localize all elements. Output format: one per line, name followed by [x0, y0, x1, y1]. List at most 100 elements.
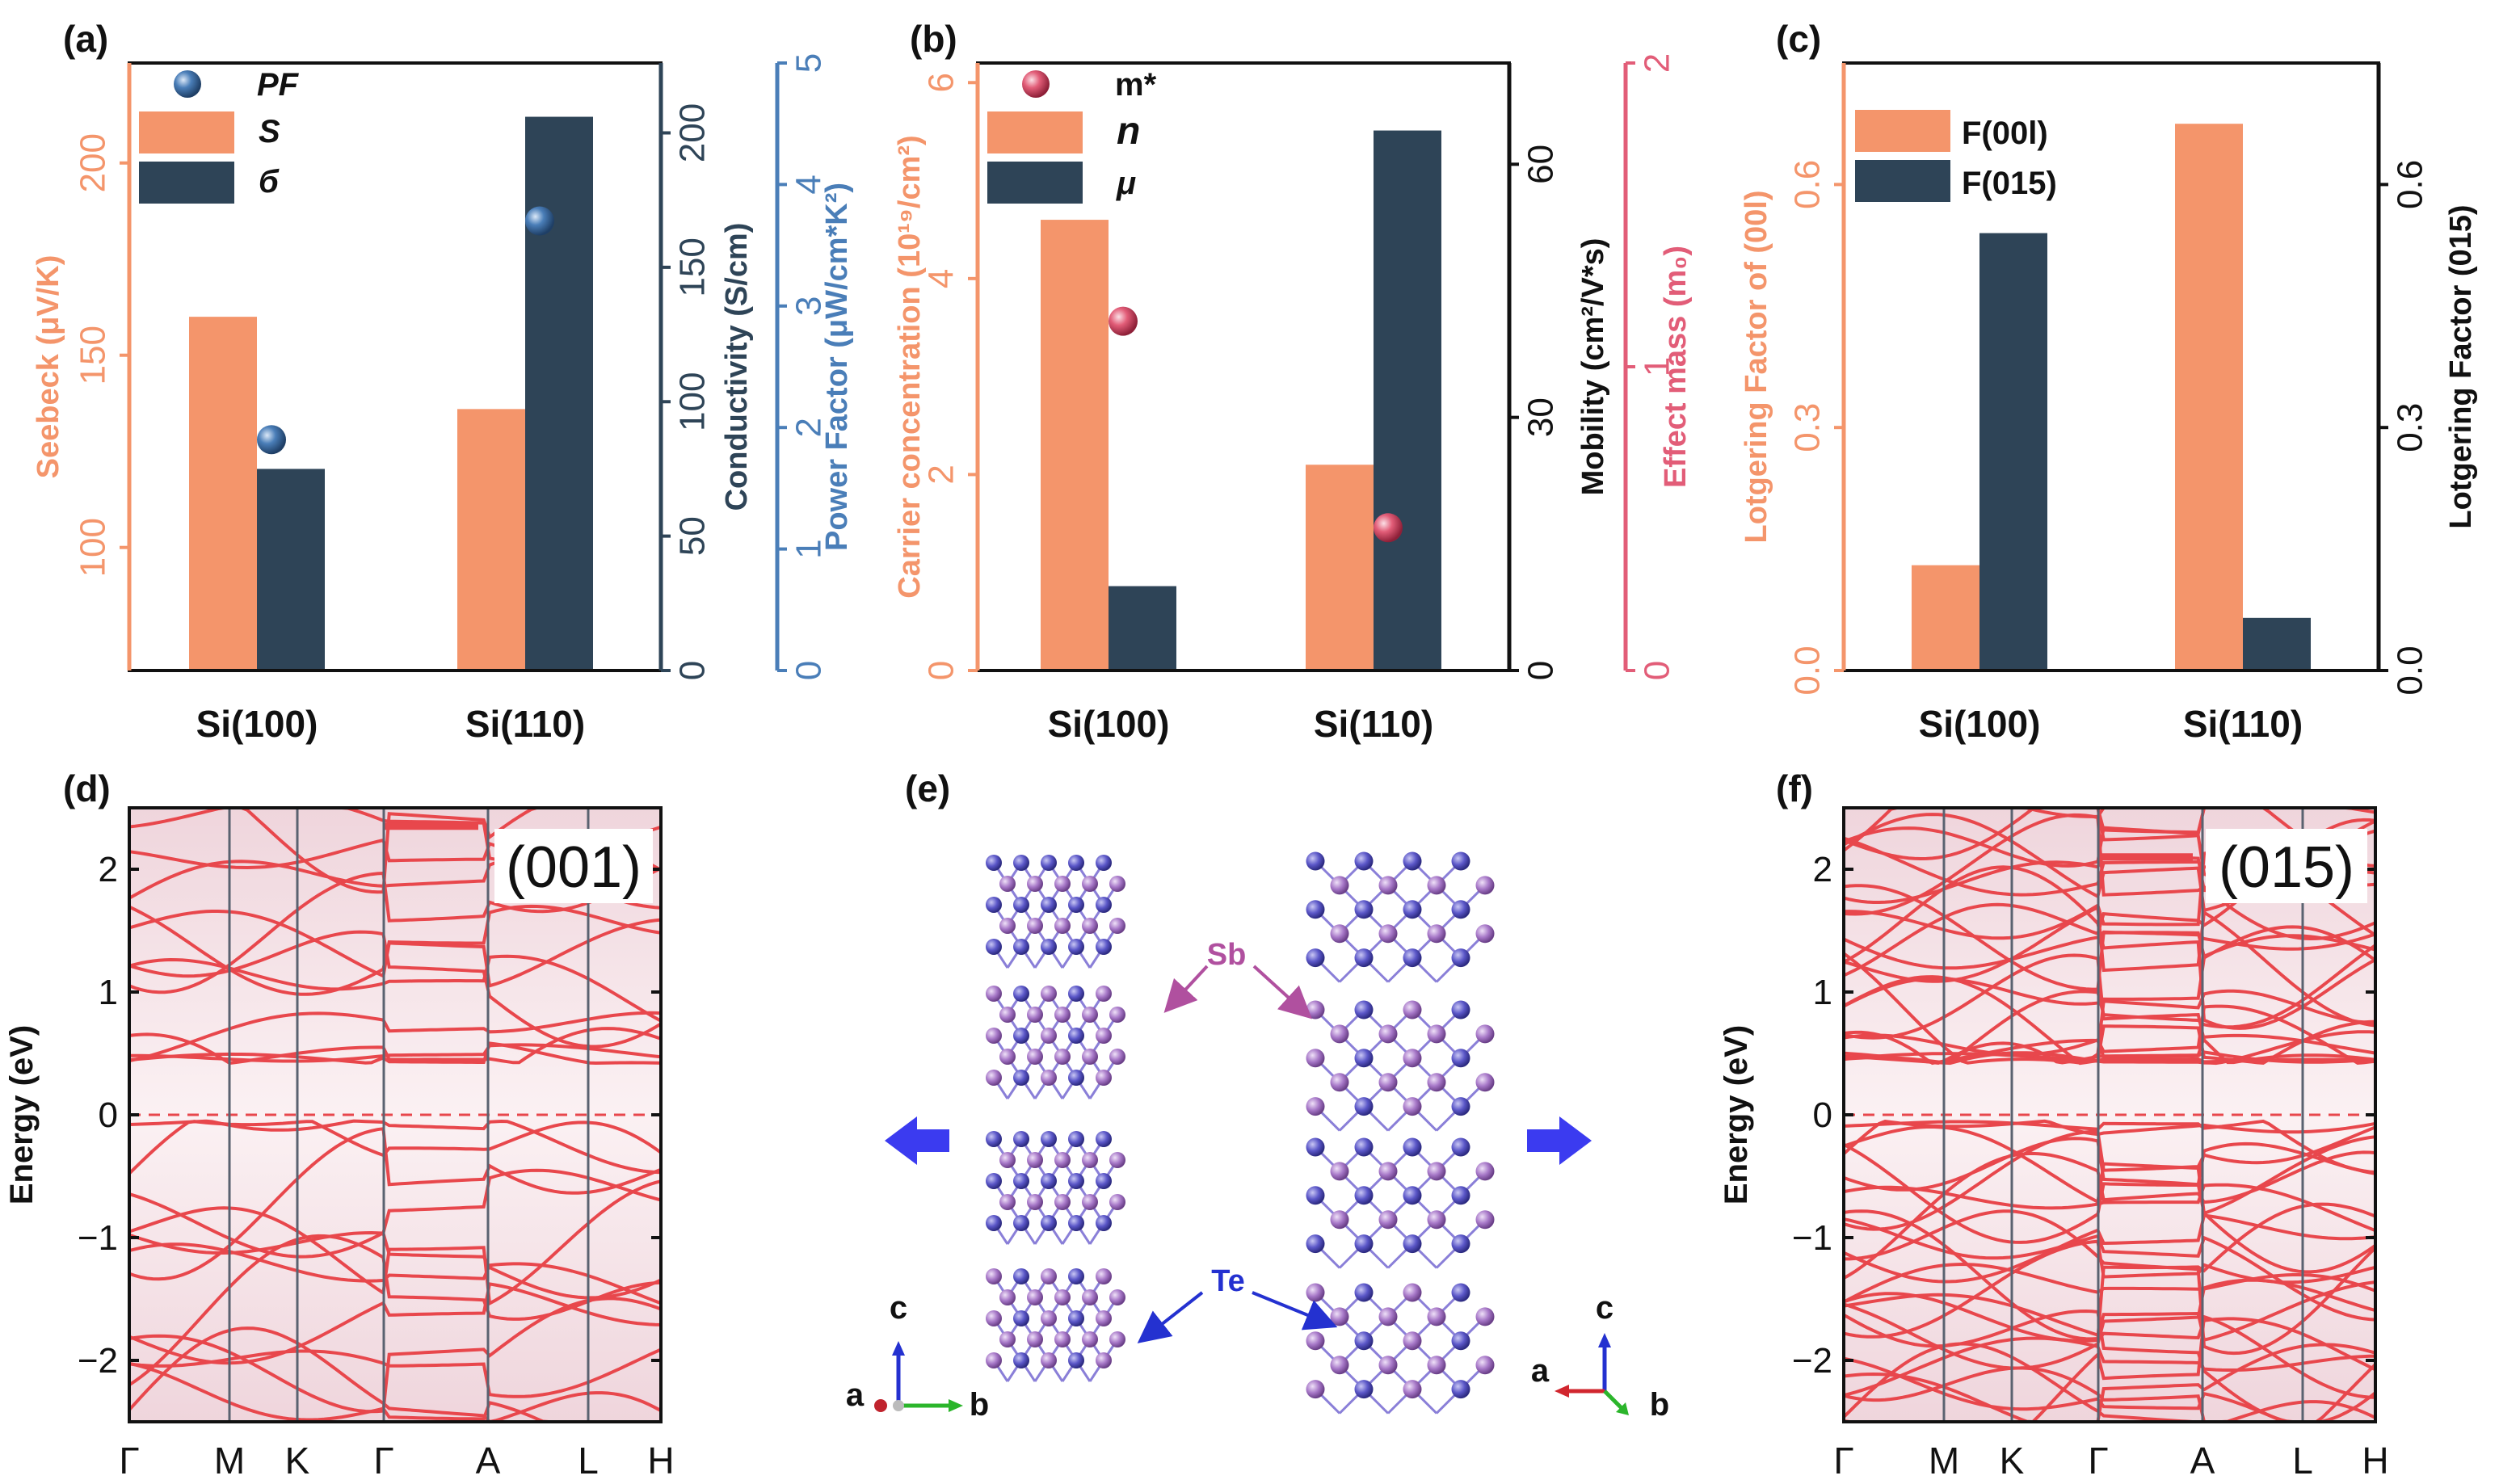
panel-e: (e) Sb Te c a b	[846, 767, 1669, 1423]
e-left-te-atom	[986, 1131, 1002, 1147]
e-left-te-atom	[1013, 1028, 1029, 1044]
panel-a-cat-2: Si(110)	[465, 703, 585, 745]
e-right-sb-atom	[1330, 924, 1349, 944]
band-f-37	[1843, 930, 2376, 970]
panel-f-ticks: Γ M K Γ A L H −2 −1 0 1 2	[1792, 850, 2389, 1482]
e-left-sb-atom	[1054, 1331, 1071, 1347]
panel-a-right2-title: Power Factor (μW/cm*K²)	[820, 183, 854, 551]
band-d-10	[128, 1126, 662, 1281]
kpoint-label-d-3: Γ	[373, 1440, 393, 1482]
band-f-18	[1843, 1137, 2377, 1274]
panel-d-title: (001)	[506, 835, 642, 900]
e-left-te-atom	[1096, 1173, 1112, 1189]
panel-b-bars	[1041, 130, 1441, 671]
e-left-te-atom	[986, 897, 1002, 913]
tick-label-c-right1-0.0: 0.0	[2391, 645, 2430, 695]
tick-label-a-left-200: 200	[74, 133, 113, 192]
panel-c-cat-2: Si(110)	[2183, 703, 2303, 745]
e-right-te-atom	[1354, 1186, 1374, 1205]
band-f-3	[1843, 1343, 2376, 1423]
e-left-sb-atom	[999, 1007, 1016, 1023]
ytick-label-f-1: 1	[1813, 973, 1832, 1012]
e-left-sb-atom	[999, 876, 1016, 892]
e-right-te-atom	[1451, 1234, 1470, 1254]
e-left-te-atom	[1013, 1215, 1029, 1231]
e-right-sb-atom	[1330, 1024, 1349, 1044]
e-left-sb-atom	[1027, 918, 1043, 934]
band-f-31	[1842, 952, 2376, 1065]
e-right-sb-atom	[1427, 1024, 1446, 1044]
band-f-5	[1843, 1336, 2376, 1398]
e-right-te-atom	[1306, 1186, 1325, 1205]
panel-a-right1-title: Conductivity (S/cm)	[720, 223, 754, 511]
panel-f-kpoint-lines	[1942, 808, 2304, 1422]
e-right-te-atom	[1451, 1380, 1470, 1399]
panel-c-bars	[1912, 124, 2311, 671]
band-d-12	[128, 1119, 662, 1175]
band-f-21	[1843, 1125, 2376, 1231]
e-left-sb-atom	[1109, 1289, 1125, 1305]
e-left-te-atom	[1068, 939, 1084, 955]
e-left-sb-atom	[1109, 1007, 1125, 1023]
band-f-32	[1843, 944, 2377, 1065]
band-d-14	[128, 1027, 662, 1066]
e-left-sb-atom	[999, 1049, 1016, 1065]
panel-d-label: (d)	[63, 767, 111, 809]
e-left-sb-atom	[1041, 1352, 1057, 1368]
e-right-te-atom	[1403, 1186, 1422, 1205]
e-right-sb-atom	[1427, 924, 1446, 944]
e-right-te-atom	[1354, 851, 1374, 871]
e-left-sb-atom	[999, 1289, 1016, 1305]
band-d-13	[129, 1043, 662, 1063]
e-left-te-atom	[1096, 855, 1112, 871]
band-f-45	[1843, 806, 2376, 868]
e-right-sb-atom	[1306, 1380, 1325, 1399]
right-arrow-icon	[1527, 1116, 1592, 1165]
e-left-te-atom	[1068, 897, 1084, 913]
bar-c-F(00l)-1	[2175, 124, 2243, 671]
e-left-sb-atom	[1082, 1007, 1098, 1023]
e-right-te-atom	[1306, 851, 1325, 871]
panel-a-legend: PF S б	[139, 67, 300, 204]
e-left-sb-atom	[1054, 1049, 1071, 1065]
e-right-sb-atom	[1475, 1356, 1495, 1375]
e-right-te-atom	[1403, 1234, 1422, 1254]
band-f-28	[1843, 1004, 2376, 1065]
e-right-te-atom	[1354, 1097, 1374, 1116]
e-right-sb-atom	[1403, 1000, 1422, 1019]
e-right-sb-atom	[1306, 1049, 1325, 1068]
panel-c-ticks: 0.0 0.3 0.6 0.0 0.3 0.6	[1788, 160, 2430, 696]
band-f-14	[1843, 1202, 2376, 1341]
point-a-1	[525, 206, 554, 236]
legend-n-label: n	[1117, 110, 1140, 153]
ytick-label-d-0: 0	[99, 1095, 118, 1135]
e-right-te-atom	[1306, 948, 1325, 968]
e-right-sb-atom	[1378, 876, 1398, 895]
kpoint-label-f-1: M	[1929, 1440, 1959, 1482]
panel-d-ylabel: Energy (eV)	[4, 1025, 40, 1204]
e-left-te-atom	[1068, 1352, 1084, 1368]
e-left-sb-atom	[1109, 918, 1125, 934]
e-right-sb-atom	[1475, 1307, 1495, 1326]
tick-label-a-right2-0: 0	[789, 661, 829, 680]
point-b-0	[1109, 306, 1138, 336]
e-left-sb-atom	[986, 1310, 1002, 1326]
tick-label-a-right1-100: 100	[673, 372, 713, 431]
e-right-te-atom	[1451, 851, 1470, 871]
bar-c-F(00l)-0	[1912, 565, 1979, 671]
bar-b-n-1	[1306, 465, 1374, 671]
e-left-sb-atom	[1082, 1049, 1098, 1065]
ytick-label-f-2: 2	[1813, 850, 1832, 889]
triad-left-a: a	[846, 1377, 865, 1413]
e-right-sb-atom	[1427, 1073, 1446, 1092]
tick-label-a-right2-5: 5	[789, 53, 829, 73]
e-right-te-atom	[1451, 1283, 1470, 1302]
e-right-te-atom	[1306, 1137, 1325, 1157]
sb-arrow-right	[1252, 965, 1312, 1019]
e-right-sb-atom	[1306, 1283, 1325, 1302]
band-f-12	[1843, 1217, 2376, 1322]
panel-c-left-title: Lotgering Factor of (00l)	[1740, 191, 1773, 544]
triad-left-b: b	[970, 1387, 989, 1423]
e-right-te-atom	[1451, 1049, 1470, 1068]
e-right-te-atom	[1451, 900, 1470, 919]
